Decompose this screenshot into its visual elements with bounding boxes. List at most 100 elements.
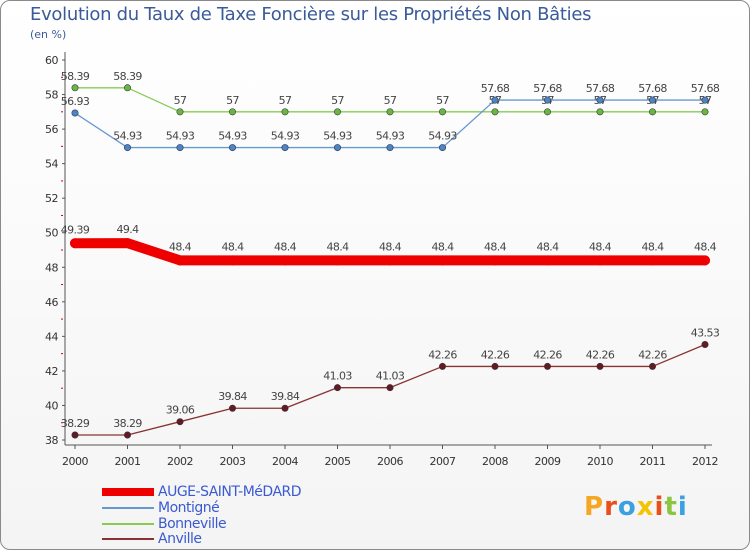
- data-point: [648, 96, 656, 104]
- data-point: [700, 255, 710, 266]
- data-label: 57: [279, 94, 292, 107]
- data-label: 48.4: [589, 240, 612, 253]
- data-label: 48.4: [221, 240, 244, 253]
- y-tick-label: 58: [45, 89, 58, 102]
- data-point: [647, 255, 658, 266]
- legend-item-bonneville: Bonneville: [102, 516, 227, 532]
- data-point: [543, 108, 551, 116]
- legend-swatch: [102, 523, 154, 525]
- data-label: 54.93: [271, 130, 300, 143]
- logo-letter: P: [584, 492, 605, 522]
- data-point: [333, 144, 341, 152]
- data-point: [542, 255, 553, 266]
- data-label: 38.29: [113, 417, 142, 430]
- data-point: [596, 108, 604, 116]
- data-label: 58.39: [113, 70, 142, 83]
- data-point: [385, 255, 395, 266]
- data-point: [332, 255, 343, 266]
- data-label: 42.26: [481, 348, 510, 361]
- y-tick-label: 52: [45, 192, 58, 205]
- y-tick-label: 40: [45, 399, 58, 412]
- data-point: [648, 362, 656, 370]
- data-point: [596, 362, 604, 370]
- data-point: [281, 108, 289, 116]
- data-point: [438, 362, 446, 370]
- x-tick-label: 2008: [482, 455, 508, 468]
- data-point: [176, 144, 184, 152]
- data-label: 57.68: [533, 82, 562, 95]
- logo-letter: i: [677, 492, 688, 522]
- y-tick-label: 56: [45, 123, 58, 136]
- data-point: [176, 108, 184, 116]
- data-point: [281, 404, 289, 412]
- data-label: 54.93: [376, 130, 405, 143]
- data-point: [491, 96, 499, 104]
- data-point: [438, 108, 446, 116]
- data-point: [701, 96, 709, 104]
- x-tick-label: 2011: [640, 455, 666, 468]
- x-tick-label: 2003: [220, 455, 246, 468]
- y-tick-label: 42: [45, 365, 58, 378]
- legend-label: AUGE-SAINT-MéDARD: [158, 484, 302, 500]
- data-label: 48.4: [484, 240, 507, 253]
- data-label: 54.93: [166, 130, 195, 143]
- data-label: 48.4: [379, 240, 402, 253]
- x-tick-label: 2004: [272, 455, 298, 468]
- x-tick-label: 2012: [692, 455, 718, 468]
- data-label: 42.26: [638, 348, 667, 361]
- data-point: [122, 238, 133, 249]
- logo-letter: o: [617, 492, 637, 522]
- legend-item-auge-saint-medard: AUGE-SAINT-MéDARD: [102, 484, 302, 500]
- x-tick-label: 2009: [535, 455, 561, 468]
- data-point: [124, 144, 132, 152]
- legend-swatch: [102, 538, 154, 540]
- data-point: [701, 340, 709, 348]
- x-tick-label: 2010: [587, 455, 613, 468]
- data-label: 41.03: [376, 370, 405, 383]
- logo-letter: x: [636, 492, 655, 522]
- legend-swatch: [102, 488, 154, 496]
- y-tick-label: 46: [45, 296, 58, 309]
- data-label: 54.93: [428, 130, 457, 143]
- data-point: [124, 431, 132, 439]
- legend-item-anville: Anville: [102, 531, 202, 547]
- data-point: [124, 84, 132, 92]
- x-tick-label: 2005: [325, 455, 351, 468]
- data-label: 57.68: [638, 82, 667, 95]
- y-axis-unit: (en %): [30, 28, 67, 41]
- data-label: 43.53: [691, 326, 720, 339]
- data-point: [175, 255, 185, 266]
- y-tick-label: 48: [45, 261, 58, 274]
- data-label: 57: [384, 94, 397, 107]
- data-label: 42.26: [533, 348, 562, 361]
- proxiti-logo: Proxiti: [584, 492, 688, 522]
- data-point: [386, 384, 394, 392]
- data-point: [229, 404, 237, 412]
- data-label: 57.68: [691, 82, 720, 95]
- x-tick-label: 2007: [430, 455, 456, 468]
- data-point: [71, 109, 79, 117]
- data-label: 48.4: [431, 240, 454, 253]
- data-label: 57: [226, 94, 239, 107]
- data-point: [71, 431, 79, 439]
- data-label: 48.4: [694, 240, 717, 253]
- data-point: [438, 144, 446, 152]
- data-label: 42.26: [428, 348, 457, 361]
- data-point: [333, 108, 341, 116]
- data-label: 38.29: [61, 417, 90, 430]
- data-point: [333, 384, 341, 392]
- data-point: [229, 108, 237, 116]
- data-label: 48.4: [169, 240, 192, 253]
- data-point: [595, 255, 605, 266]
- y-tick-label: 54: [45, 158, 58, 171]
- data-point: [386, 144, 394, 152]
- data-label: 57.68: [481, 82, 510, 95]
- data-label: 48.4: [641, 240, 664, 253]
- data-label: 49.39: [61, 223, 90, 236]
- y-tick-label: 44: [45, 330, 58, 343]
- x-tick-label: 2002: [167, 455, 193, 468]
- data-label: 39.84: [218, 390, 247, 403]
